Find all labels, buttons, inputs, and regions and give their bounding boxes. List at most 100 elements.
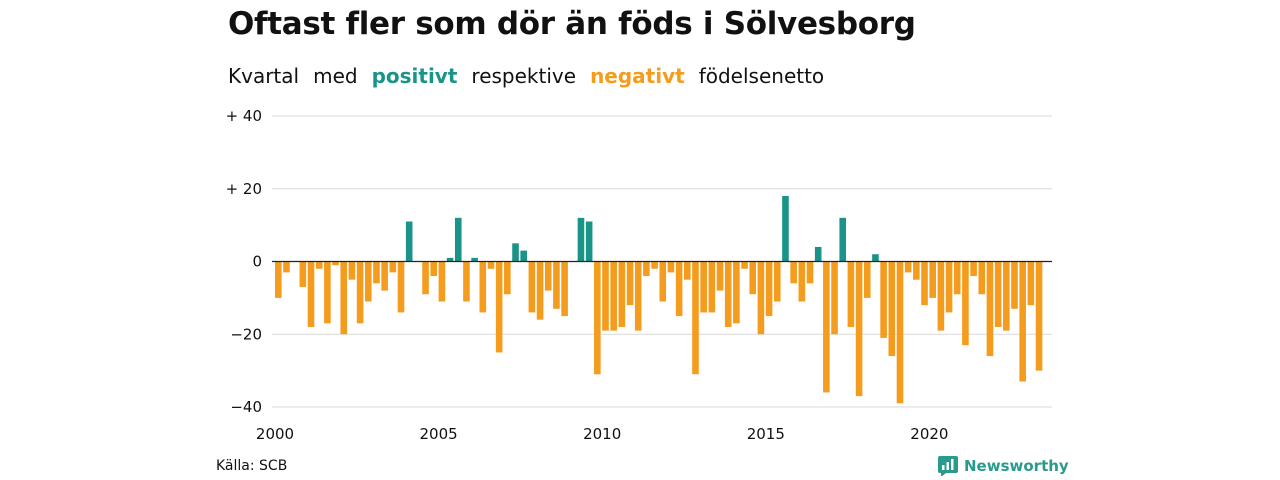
bar-negative	[495, 261, 503, 353]
bar-negative	[733, 261, 740, 324]
bar-negative	[806, 261, 814, 284]
bar-positive	[782, 196, 789, 262]
bar-negative	[438, 261, 446, 302]
bar-negative	[904, 261, 912, 273]
bar-negative	[553, 261, 560, 309]
bar-negative	[356, 261, 364, 324]
bar-negative	[324, 261, 331, 324]
bar-negative	[855, 261, 863, 397]
bar-negative	[504, 261, 511, 295]
bar-negative	[422, 261, 429, 295]
bar-positive	[872, 254, 879, 262]
bar-negative	[798, 261, 806, 302]
bar-negative	[348, 261, 356, 280]
subtitle-negative-label: negativt	[590, 64, 685, 88]
brand-logo[interactable]: Newsworthy	[938, 456, 1069, 476]
bar-negative	[487, 261, 495, 269]
subtitle-positive-label: positivt	[371, 64, 458, 88]
bar-negative	[937, 261, 945, 331]
bar-negative	[880, 261, 887, 338]
bar-negative	[970, 261, 977, 277]
bar-negative	[528, 261, 536, 313]
x-tick-label: 2005	[420, 425, 458, 443]
newsworthy-logo-icon	[938, 456, 958, 476]
x-tick-label: 2020	[910, 425, 948, 443]
bar-negative	[749, 261, 757, 295]
bar-negative	[684, 261, 691, 280]
y-tick-label: + 20	[226, 180, 262, 198]
bar-positive	[471, 257, 478, 262]
bar-negative	[921, 261, 928, 306]
bar-negative	[831, 261, 838, 335]
bar-negative	[913, 261, 920, 280]
bar-negative	[340, 261, 348, 335]
bar-negative	[1019, 261, 1026, 382]
bar-negative	[299, 261, 307, 287]
bar-negative	[700, 261, 707, 313]
bar-negative	[1003, 261, 1010, 331]
bar-negative	[962, 261, 969, 346]
x-axis-ticks: 2000 2005 2010 2015 2020	[256, 425, 949, 443]
bar-negative	[659, 261, 667, 302]
bar-negative	[364, 261, 372, 302]
bar-negative	[643, 261, 650, 277]
bar-negative	[741, 261, 748, 269]
bar-negative	[315, 261, 323, 269]
bar-negative	[823, 261, 830, 393]
bar-negative	[888, 261, 896, 357]
bar-negative	[275, 261, 282, 298]
y-axis-ticks: + 40 + 20 0 −20 −40	[226, 107, 262, 416]
bar-negative	[283, 261, 290, 273]
bar-negative	[945, 261, 953, 313]
bar-negative	[536, 261, 544, 320]
bar-negative	[675, 261, 683, 317]
bar-negative	[626, 261, 634, 306]
bar-negative	[610, 261, 617, 331]
bar-negative	[618, 261, 626, 327]
bar-positive	[814, 246, 822, 262]
bar-negative	[929, 261, 936, 298]
bar-negative	[896, 261, 904, 404]
bar-negative	[373, 261, 380, 284]
bar-negative	[716, 261, 724, 291]
chart-subtitle: Kvartal med positivt respektive negativt föde…	[228, 64, 838, 88]
bar-negative	[544, 261, 552, 291]
bar-negative	[986, 261, 994, 357]
bar-negative	[1035, 261, 1043, 371]
bar-negative	[1011, 261, 1018, 309]
bar-negative	[708, 261, 716, 313]
bar-negative	[430, 261, 438, 277]
bar-negative	[594, 261, 601, 375]
y-tick-label: −20	[230, 325, 262, 343]
bar-negative	[765, 261, 773, 317]
source-label: Källa: SCB	[216, 458, 288, 474]
bar-negative	[651, 261, 658, 269]
y-tick-label: −40	[230, 398, 262, 416]
bar-negative	[479, 261, 487, 313]
bar-positive	[405, 221, 413, 262]
bar-negative	[1027, 261, 1035, 306]
bar-negative	[332, 261, 339, 266]
bar-negative	[602, 261, 609, 331]
bar-negative	[561, 261, 568, 317]
grid-lines	[272, 115, 1052, 408]
bar-negative	[634, 261, 642, 331]
subtitle-med: med	[313, 64, 358, 88]
subtitle-prefix: Kvartal	[228, 64, 300, 88]
bar-positive	[446, 257, 454, 262]
x-tick-label: 2000	[256, 425, 294, 443]
bar-positive	[839, 217, 847, 262]
subtitle-respective: respektive	[471, 64, 577, 88]
y-tick-label: 0	[252, 253, 262, 271]
bar-negative	[463, 261, 470, 302]
y-tick-label: + 40	[226, 107, 262, 125]
bar-negative	[724, 261, 732, 327]
bars	[275, 196, 1043, 404]
bar-positive	[512, 243, 519, 262]
bar-negative	[381, 261, 388, 291]
subtitle-suffix: födelsenetto	[698, 64, 825, 88]
x-tick-label: 2010	[583, 425, 621, 443]
bar-negative	[953, 261, 961, 295]
bar-negative	[863, 261, 871, 298]
